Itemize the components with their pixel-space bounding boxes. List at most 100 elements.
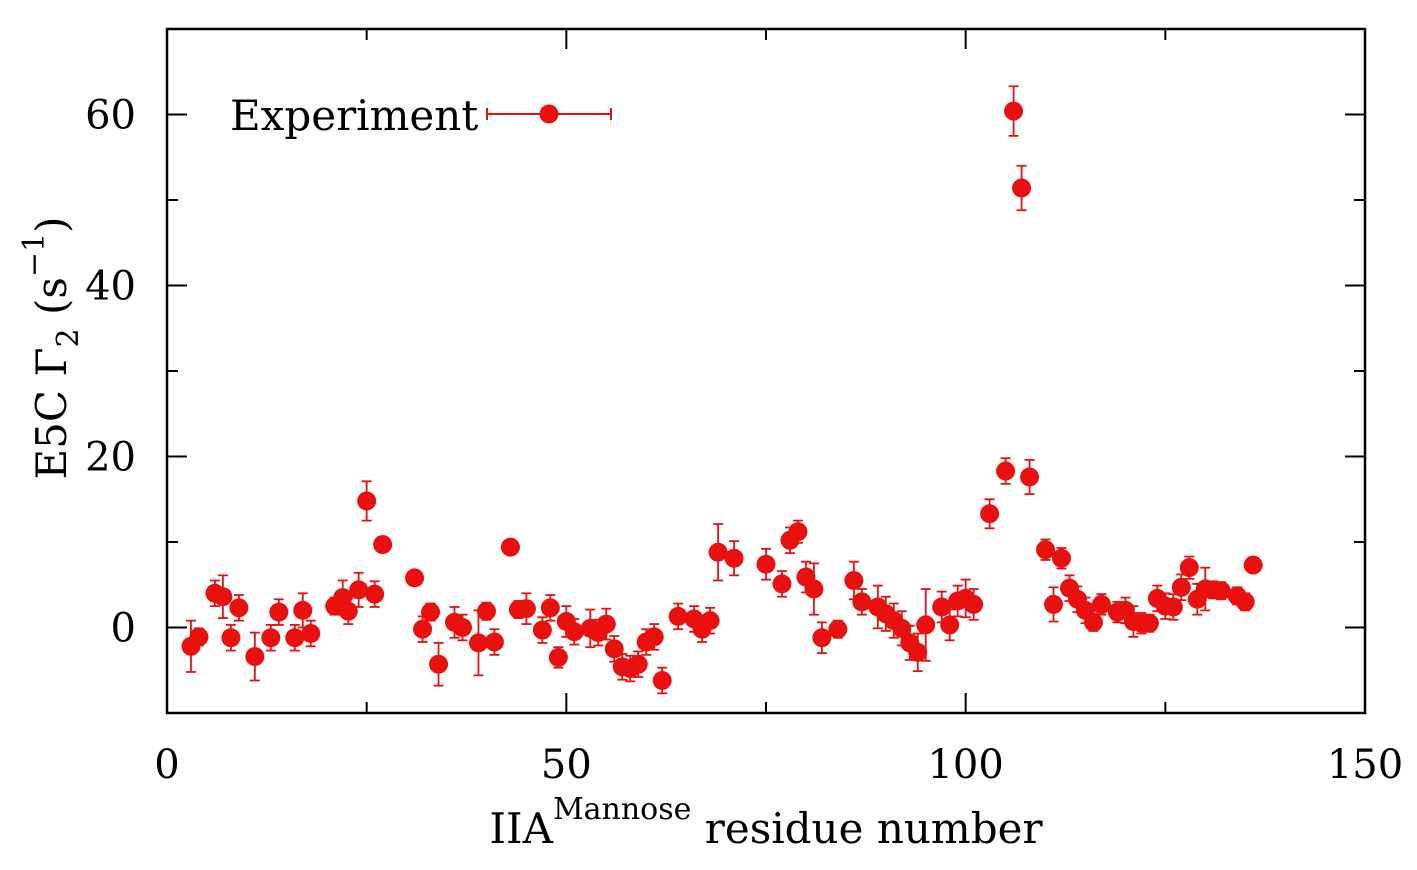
marker xyxy=(652,671,672,691)
data-point xyxy=(644,623,664,651)
marker xyxy=(828,619,848,639)
data-point xyxy=(852,588,872,616)
marker xyxy=(429,654,449,674)
data-point xyxy=(189,627,209,647)
x-axis-label-rest: residue number xyxy=(691,804,1043,853)
data-point xyxy=(540,594,560,622)
marker xyxy=(1044,594,1064,614)
data-point xyxy=(652,666,672,695)
marker xyxy=(516,599,536,619)
marker xyxy=(564,622,584,642)
legend-marker xyxy=(539,104,559,124)
y-axis-label-sup: −1 xyxy=(17,233,52,277)
marker xyxy=(804,579,824,599)
data-point xyxy=(628,650,648,678)
data-point xyxy=(700,606,720,635)
data-point xyxy=(828,619,848,639)
marker xyxy=(940,615,960,635)
data-point xyxy=(596,607,616,641)
data-point xyxy=(908,632,928,673)
y-axis-label-sub: 2 xyxy=(51,328,86,347)
marker xyxy=(245,647,265,667)
marker xyxy=(1036,540,1056,560)
data-point xyxy=(532,616,552,644)
data-point xyxy=(916,588,936,662)
data-point xyxy=(548,646,568,669)
data-point xyxy=(293,592,313,629)
marker xyxy=(844,570,864,590)
marker xyxy=(468,633,488,653)
marker xyxy=(1052,548,1072,568)
data-point xyxy=(1171,573,1191,602)
marker xyxy=(980,504,1000,524)
data-point xyxy=(1091,593,1111,616)
data-point xyxy=(1004,85,1024,137)
x-axis-label-main: IIA xyxy=(489,804,553,853)
plot-frame xyxy=(165,27,1367,715)
marker xyxy=(213,587,233,607)
data-point xyxy=(357,480,377,522)
data-point xyxy=(1044,586,1064,623)
marker xyxy=(1235,592,1255,612)
data-point xyxy=(564,618,584,646)
data-point xyxy=(405,568,425,588)
data-point xyxy=(1243,555,1263,575)
data-point xyxy=(285,624,305,652)
data-point xyxy=(421,602,441,622)
legend: Experiment xyxy=(230,91,612,140)
data-point xyxy=(1179,555,1199,580)
y-axis-label: E5C Γ2 (s−1) xyxy=(17,216,86,479)
marker xyxy=(708,542,728,562)
y-tick-label: 20 xyxy=(85,435,136,481)
data-point xyxy=(269,598,289,626)
data-point xyxy=(708,523,728,582)
marker xyxy=(964,594,984,614)
data-point xyxy=(1211,581,1231,601)
y-tick-label: 60 xyxy=(85,93,136,139)
marker xyxy=(269,602,289,622)
marker xyxy=(1171,577,1191,597)
data-point xyxy=(429,641,449,687)
marker xyxy=(540,598,560,618)
data-point xyxy=(940,608,960,642)
marker xyxy=(668,606,688,626)
marker xyxy=(1091,594,1111,614)
marker xyxy=(1020,467,1040,487)
marker xyxy=(1163,597,1183,617)
marker xyxy=(373,535,393,555)
x-tick-label: 100 xyxy=(927,742,1003,788)
marker xyxy=(421,602,441,622)
data-point xyxy=(1163,593,1183,621)
data-point xyxy=(1083,612,1103,632)
data-point xyxy=(229,594,249,622)
marker xyxy=(413,619,433,639)
data-point xyxy=(1036,538,1056,561)
marker xyxy=(596,614,616,634)
marker xyxy=(1083,612,1103,632)
data-point xyxy=(245,631,265,682)
data-point xyxy=(668,602,688,631)
y-axis-label-main: E5C Γ xyxy=(27,348,76,480)
marker xyxy=(756,554,776,574)
marker xyxy=(812,628,832,648)
data-point xyxy=(500,537,520,557)
data-point xyxy=(1052,547,1072,570)
data-point xyxy=(349,571,369,608)
x-axis-label-sup: Mannose xyxy=(553,792,691,827)
marker xyxy=(293,600,313,620)
marker xyxy=(221,628,241,648)
marker xyxy=(724,548,744,568)
marker xyxy=(365,584,385,604)
data-point xyxy=(484,628,504,656)
marker xyxy=(484,632,504,652)
data-point xyxy=(964,588,984,621)
x-tick-label: 150 xyxy=(1327,742,1403,788)
marker xyxy=(772,574,792,594)
marker xyxy=(908,642,928,662)
marker xyxy=(604,639,624,659)
marker xyxy=(1179,558,1199,578)
data-point xyxy=(261,624,281,652)
marker xyxy=(1012,178,1032,198)
data-point xyxy=(373,535,393,555)
marker xyxy=(285,628,305,648)
